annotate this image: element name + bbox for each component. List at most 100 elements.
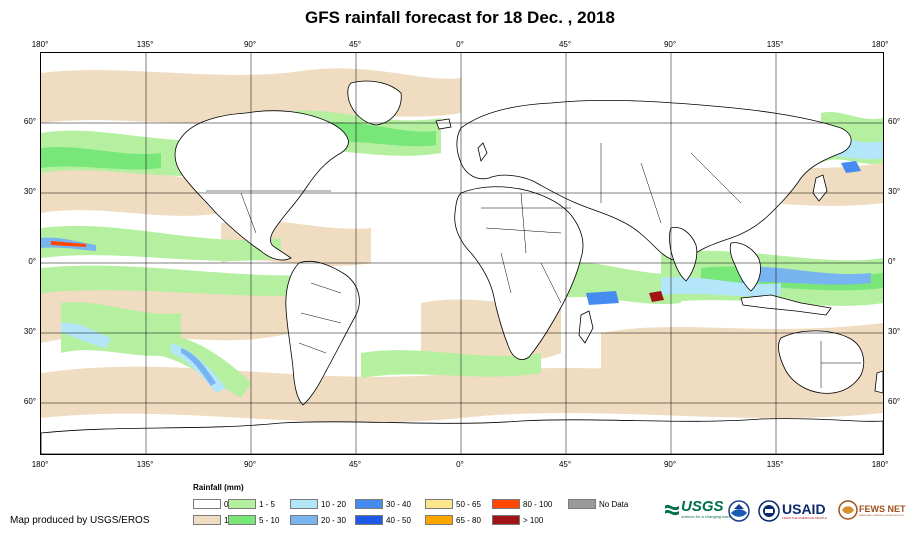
lat-tick-right: 60° [888,117,901,126]
map-credit: Map produced by USGS/EROS [10,515,150,526]
lon-tick-bottom: 90° [663,460,677,469]
rainfall-map[interactable] [40,52,884,455]
legend-label: 1 - 5 [259,499,276,509]
rain-area-30to40mm [586,291,619,305]
iceland [435,118,452,130]
legend-swatch [193,499,221,509]
legend-label: 80 - 100 [523,499,553,509]
lon-tick-bottom: 0° [456,460,464,469]
lon-tick-bottom: 180° [871,460,889,469]
usgs-wave-icon [665,504,679,515]
lon-tick-top: 90° [663,40,677,49]
greenland [347,80,402,126]
legend-swatch [492,515,520,525]
rain-area-1to5mm [41,225,281,261]
noaa-logo [728,500,750,522]
legend-item-1: 1 [193,514,228,526]
lon-tick-top: 45° [558,40,572,49]
lon-tick-top: 135° [766,40,784,49]
legend-item-11: > 100 [492,514,543,526]
lat-tick-right: 0° [888,257,896,266]
lon-tick-bottom: 45° [558,460,572,469]
usgs-logo: USGS science for a changing world [665,498,732,519]
rain-area-1mm [41,160,221,216]
madagascar [578,310,594,344]
usaid-logo-text: USAID [782,501,826,517]
rain-area-20to30mm [181,348,216,386]
north-america [174,110,349,261]
legend-item-8: 50 - 65 [425,498,481,510]
legend-swatch [193,515,221,525]
legend-swatch [228,515,256,525]
rain-area-30to40mm [841,161,861,173]
uk [477,142,488,162]
legend-label: 5 - 10 [259,515,280,525]
rain-area-5to10mm [41,146,161,170]
usgs-tagline: science for a changing world [681,514,732,519]
legend-label: 1 [224,515,229,525]
legend-swatch [290,499,318,509]
legend-item-7: 40 - 50 [355,514,411,526]
lat-tick-left: 0° [28,257,36,266]
legend-item-3: 5 - 10 [228,514,279,526]
rain-area-over100mm [649,291,664,302]
new-zealand [874,370,883,394]
legend-item-9: 65 - 80 [425,514,481,526]
legend-item-12: No Data [568,498,628,510]
lat-tick-right: 30° [888,327,901,336]
lon-tick-top: 0° [456,40,464,49]
usaid-seal-icon [758,500,780,522]
legend-swatch [228,499,256,509]
rainfall-map-canvas [41,53,883,454]
lat-tick-left: 60° [23,397,36,406]
legend-swatch [290,515,318,525]
lon-tick-top: 180° [871,40,889,49]
legend-item-4: 10 - 20 [290,498,346,510]
legend-swatch [355,515,383,525]
legend-swatch [492,499,520,509]
rain-area-1to5mm [361,350,541,378]
indonesia [740,294,832,316]
legend-item-10: 80 - 100 [492,498,552,510]
legend-label: No Data [599,499,629,509]
fewsnet-logo-text: FEWS NET [859,503,906,514]
lon-tick-bottom: 135° [766,460,784,469]
lon-tick-bottom: 135° [136,460,154,469]
rain-area-5to10mm [321,122,436,147]
japan [812,174,828,202]
continents [41,80,883,454]
eurasia [456,99,852,262]
legend-swatch [425,515,453,525]
usaid-logo: USAID FROM THE AMERICAN PEOPLE [758,500,827,522]
lon-tick-top: 135° [136,40,154,49]
southeast-asia [729,242,761,292]
map-title: GFS rainfall forecast for 18 Dec. , 2018 [305,8,615,27]
lon-tick-top: 90° [243,40,257,49]
fewsnet-globe-icon [838,500,858,520]
fewsnet-logo: FEWS NET FAMINE EARLY WARNING SYSTEMS NE… [838,500,906,520]
legend-label: 50 - 65 [456,499,481,509]
legend-swatch [568,499,596,509]
rain-area-80to100mm [51,241,86,247]
africa [454,186,584,360]
legend-label: 20 - 30 [321,515,346,525]
rain-area-1mm [41,366,883,423]
antarctica [41,418,883,454]
usgs-logo-text: USGS [681,498,724,515]
legend-label: 10 - 20 [321,499,346,509]
lon-tick-bottom: 180° [31,460,49,469]
legend-label: 0 [224,499,229,509]
legend-item-5: 20 - 30 [290,514,346,526]
lat-tick-right: 30° [888,187,901,196]
legend-item-6: 30 - 40 [355,498,411,510]
legend-swatch [355,499,383,509]
legend-title: Rainfall (mm) [193,483,244,492]
legend-swatch [425,499,453,509]
lon-tick-bottom: 90° [243,460,257,469]
rain-area-10to20mm [61,322,111,348]
legend-label: 40 - 50 [386,515,411,525]
lon-tick-top: 45° [348,40,362,49]
legend-item-0: 0 [193,498,228,510]
lat-tick-left: 30° [23,187,36,196]
lon-tick-top: 180° [31,40,49,49]
